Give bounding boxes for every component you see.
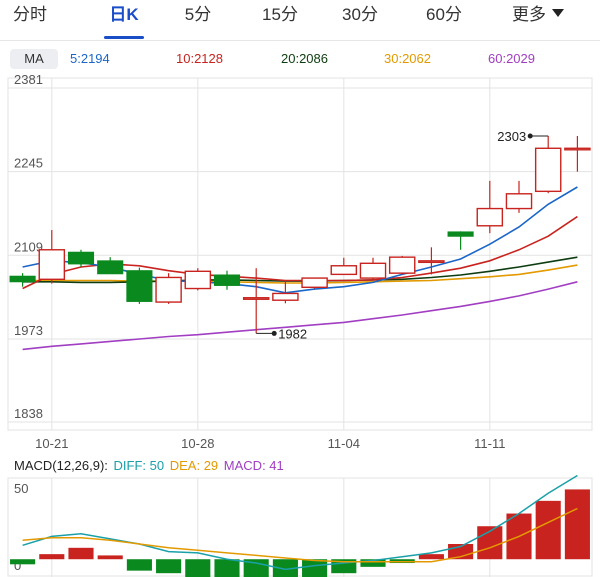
candle-body (97, 260, 124, 275)
y-tick-label: 1838 (14, 406, 43, 421)
ma-legend: MA 5:2194 10:2128 20:2086 30:2062 60:202… (0, 48, 600, 70)
tab-15min[interactable]: 15分 (262, 5, 298, 24)
candle-body (301, 277, 328, 288)
ma10-value: 10:2128 (176, 51, 223, 66)
macd-y-tick-label: 50 (14, 481, 28, 496)
tab-30min[interactable]: 30分 (342, 5, 378, 24)
macd-bar (302, 559, 328, 577)
macd-bar (418, 554, 444, 560)
macd-bar (126, 559, 152, 571)
candle-body (476, 207, 504, 227)
candle-body (242, 297, 270, 300)
candle-body (359, 262, 387, 279)
x-tick-label: 10-28 (181, 436, 214, 451)
tab-divider (0, 40, 600, 41)
candle-body (564, 147, 591, 151)
candle-body (505, 193, 533, 210)
macd-value: MACD: 41 (223, 458, 284, 473)
ma60-value: 60:2029 (488, 51, 535, 66)
macd-bar (156, 559, 182, 574)
candle-body (447, 231, 474, 237)
candle-body (330, 265, 358, 276)
y-tick-label: 2381 (14, 72, 43, 87)
low-marker-dot (271, 330, 277, 336)
macd-bar (10, 559, 36, 565)
high-price-label: 2303 (497, 129, 526, 144)
tab-5min[interactable]: 5分 (184, 5, 212, 24)
ma10-line (22, 215, 578, 290)
ma30-value: 30:2062 (384, 51, 431, 66)
macd-bar (214, 559, 240, 577)
macd-bar (68, 547, 94, 560)
y-tick-label: 2245 (14, 156, 43, 171)
candle-body (213, 274, 241, 286)
candle-body (272, 292, 299, 301)
macd-bar (39, 554, 65, 560)
more-label: 更多 (512, 5, 546, 24)
macd-params: MACD(12,26,9): (14, 458, 108, 473)
macd-bar (272, 559, 298, 577)
macd-diff-value: DIFF: 50 (113, 458, 165, 473)
diff-line (22, 474, 578, 571)
tab-daily-k[interactable]: 日K (98, 0, 150, 40)
ma-indicator-selector[interactable]: MA (10, 49, 58, 69)
y-tick-label: 1973 (14, 323, 43, 338)
macd-dea-value: DEA: 29 (169, 458, 219, 473)
caret-down-icon (552, 9, 564, 17)
x-tick-label: 11-04 (328, 436, 360, 451)
candle-body (67, 251, 95, 265)
dea-line (22, 507, 578, 563)
candle-body (534, 147, 562, 193)
active-tab-indicator (104, 36, 144, 39)
macd-y-tick-label: 0 (14, 558, 21, 573)
macd-legend: MACD(12,26,9): DIFF: 50 DEA: 29 MACD: 41 (14, 458, 286, 473)
more-periods-dropdown[interactable]: 更多 (512, 0, 564, 40)
tab-intraday[interactable]: 分时 (13, 5, 47, 24)
x-tick-label: 10-21 (35, 436, 68, 451)
macd-frame (7, 477, 593, 577)
candle-body (184, 270, 212, 290)
macd-bar (360, 559, 386, 567)
candle-body (155, 276, 182, 303)
low-price-label: 1982 (278, 326, 307, 341)
y-tick-label: 2109 (14, 239, 43, 254)
ma5-value: 5:2194 (70, 51, 110, 66)
macd-bar (97, 555, 123, 560)
macd-bar (535, 500, 561, 560)
ma60-line (22, 281, 578, 351)
candle-body (38, 249, 66, 280)
tab-60min[interactable]: 60分 (426, 5, 462, 24)
kline-frame (7, 77, 593, 431)
ma30-line (22, 264, 578, 284)
period-tab-bar: 分时 日K 5分 15分 30分 60分 更多 (0, 0, 600, 40)
high-marker-dot (527, 133, 533, 139)
candle-body (418, 260, 445, 264)
macd-bar (564, 489, 590, 560)
candle-body (388, 256, 416, 274)
x-tick-label: 11-11 (474, 436, 505, 451)
candle-body (126, 270, 153, 302)
macd-bar (185, 559, 211, 577)
ma20-value: 20:2086 (281, 51, 328, 66)
candle-body (9, 275, 36, 283)
